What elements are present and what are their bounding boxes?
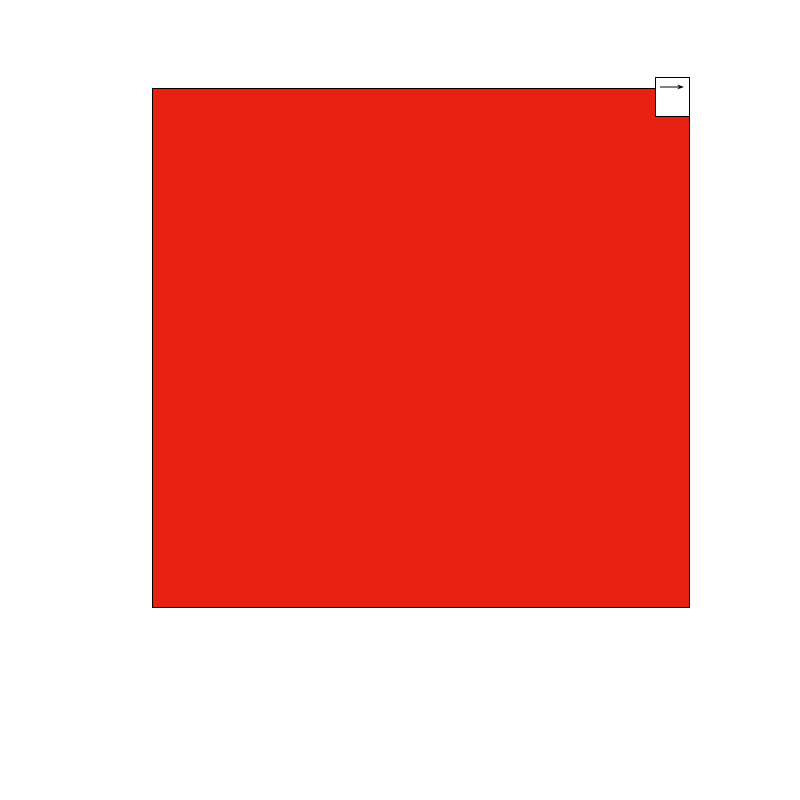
colorbar <box>157 628 686 648</box>
colorbar-labels <box>157 651 686 667</box>
reference-arrow-icon <box>660 84 684 90</box>
map-canvas <box>152 88 690 608</box>
pbl-height-field <box>153 89 688 606</box>
reference-vector-box <box>655 77 690 117</box>
